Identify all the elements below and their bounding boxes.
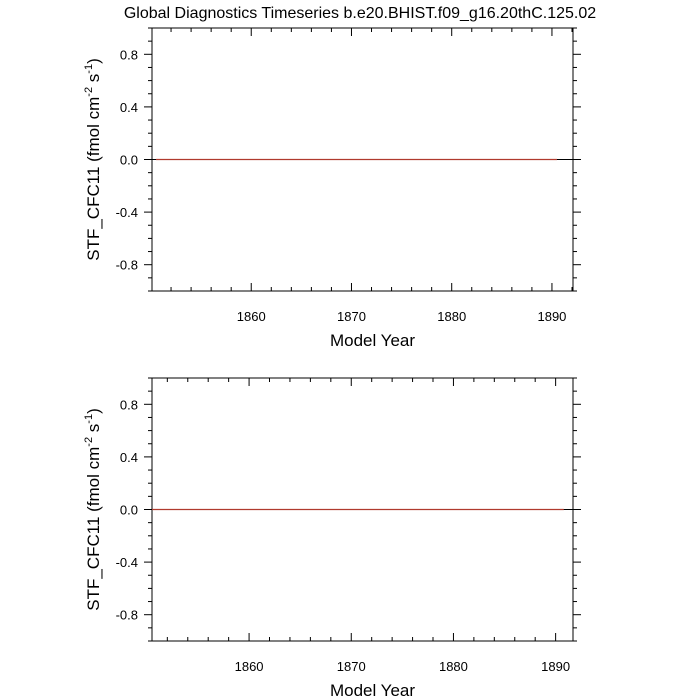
y-tick-label: -0.4: [116, 205, 138, 220]
y-axis-label-superscript: -2: [83, 437, 95, 447]
y-tick-label: -0.8: [116, 608, 138, 623]
y-axis-label-text: s: [84, 74, 103, 87]
x-tick-label: 1870: [337, 659, 366, 674]
y-tick-label: 0.0: [120, 153, 138, 168]
y-axis-label-superscript: -1: [83, 414, 95, 424]
y-tick-label: -0.8: [116, 258, 138, 273]
plot-panel-2: 0.8 0.4 0.0 -0.4 -0.8 1860 1870 1880 1890 Model Y…: [83, 377, 581, 700]
y-axis-label-text: s: [84, 424, 103, 437]
plot-panel-1: 0.8 0.4 0.0 -0.4 -0.8 1860 1870 1880 1890 Model Y…: [83, 27, 581, 350]
x-axis-label: Model Year: [330, 681, 415, 700]
y-axis-label-text: STF_CFC11 (fmol cm: [84, 97, 103, 261]
x-axis-label: Model Year: [330, 331, 415, 350]
y-tick-label: 0.4: [120, 100, 138, 115]
y-axis-label-text: ): [84, 58, 103, 64]
y-tick-label: 0.8: [120, 397, 138, 412]
y-tick-label: 0.4: [120, 450, 138, 465]
y-tick-label: 0.0: [120, 503, 138, 518]
y-axis-label-superscript: -1: [83, 64, 95, 74]
y-tick-label: 0.8: [120, 47, 138, 62]
y-axis-label-superscript: -2: [83, 87, 95, 97]
x-tick-label: 1880: [439, 659, 468, 674]
y-axis-label: STF_CFC11 (fmol cm-2 s-1): [83, 408, 103, 611]
y-axis-label-text: ): [84, 408, 103, 414]
x-tick-label: 1880: [437, 309, 466, 324]
x-tick-label: 1890: [541, 659, 570, 674]
x-tick-label: 1860: [235, 659, 264, 674]
x-tick-label: 1890: [537, 309, 566, 324]
x-tick-label: 1860: [237, 309, 266, 324]
y-tick-label: -0.4: [116, 555, 138, 570]
y-axis-label-text: STF_CFC11 (fmol cm: [84, 447, 103, 611]
y-axis-label: STF_CFC11 (fmol cm-2 s-1): [83, 58, 103, 261]
chart-title: Global Diagnostics Timeseries b.e20.BHIS…: [124, 5, 596, 22]
x-tick-label: 1870: [337, 309, 366, 324]
